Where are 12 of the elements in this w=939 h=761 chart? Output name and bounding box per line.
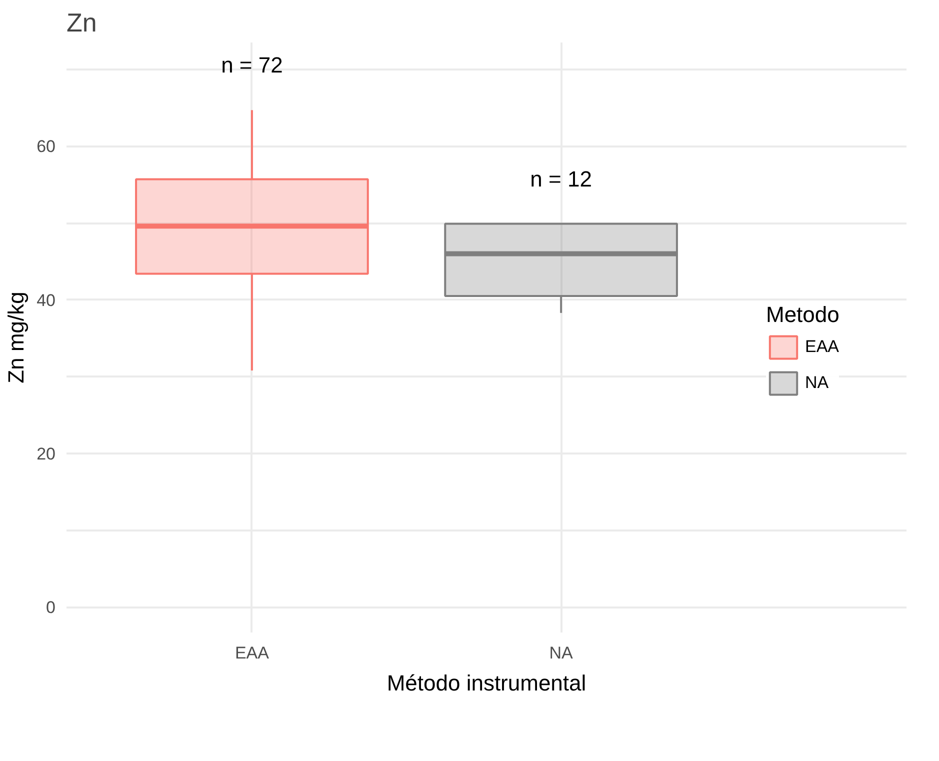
y-tick-label: 40	[36, 290, 56, 310]
y-tick-label: 60	[36, 137, 56, 156]
legend-label: NA	[805, 373, 829, 393]
legend-title: Metodo	[766, 302, 840, 328]
annotation: n = 12	[530, 166, 592, 192]
y-axis-title: Zn mg/kg	[4, 292, 29, 384]
y-tick-label: 0	[46, 598, 56, 618]
y-tick-label: 20	[36, 444, 56, 464]
legend-label: EAA	[805, 337, 840, 357]
chart-title: Zn	[66, 8, 97, 38]
x-axis-title: Método instrumental	[386, 670, 586, 696]
annotation: n = 72	[221, 52, 283, 78]
